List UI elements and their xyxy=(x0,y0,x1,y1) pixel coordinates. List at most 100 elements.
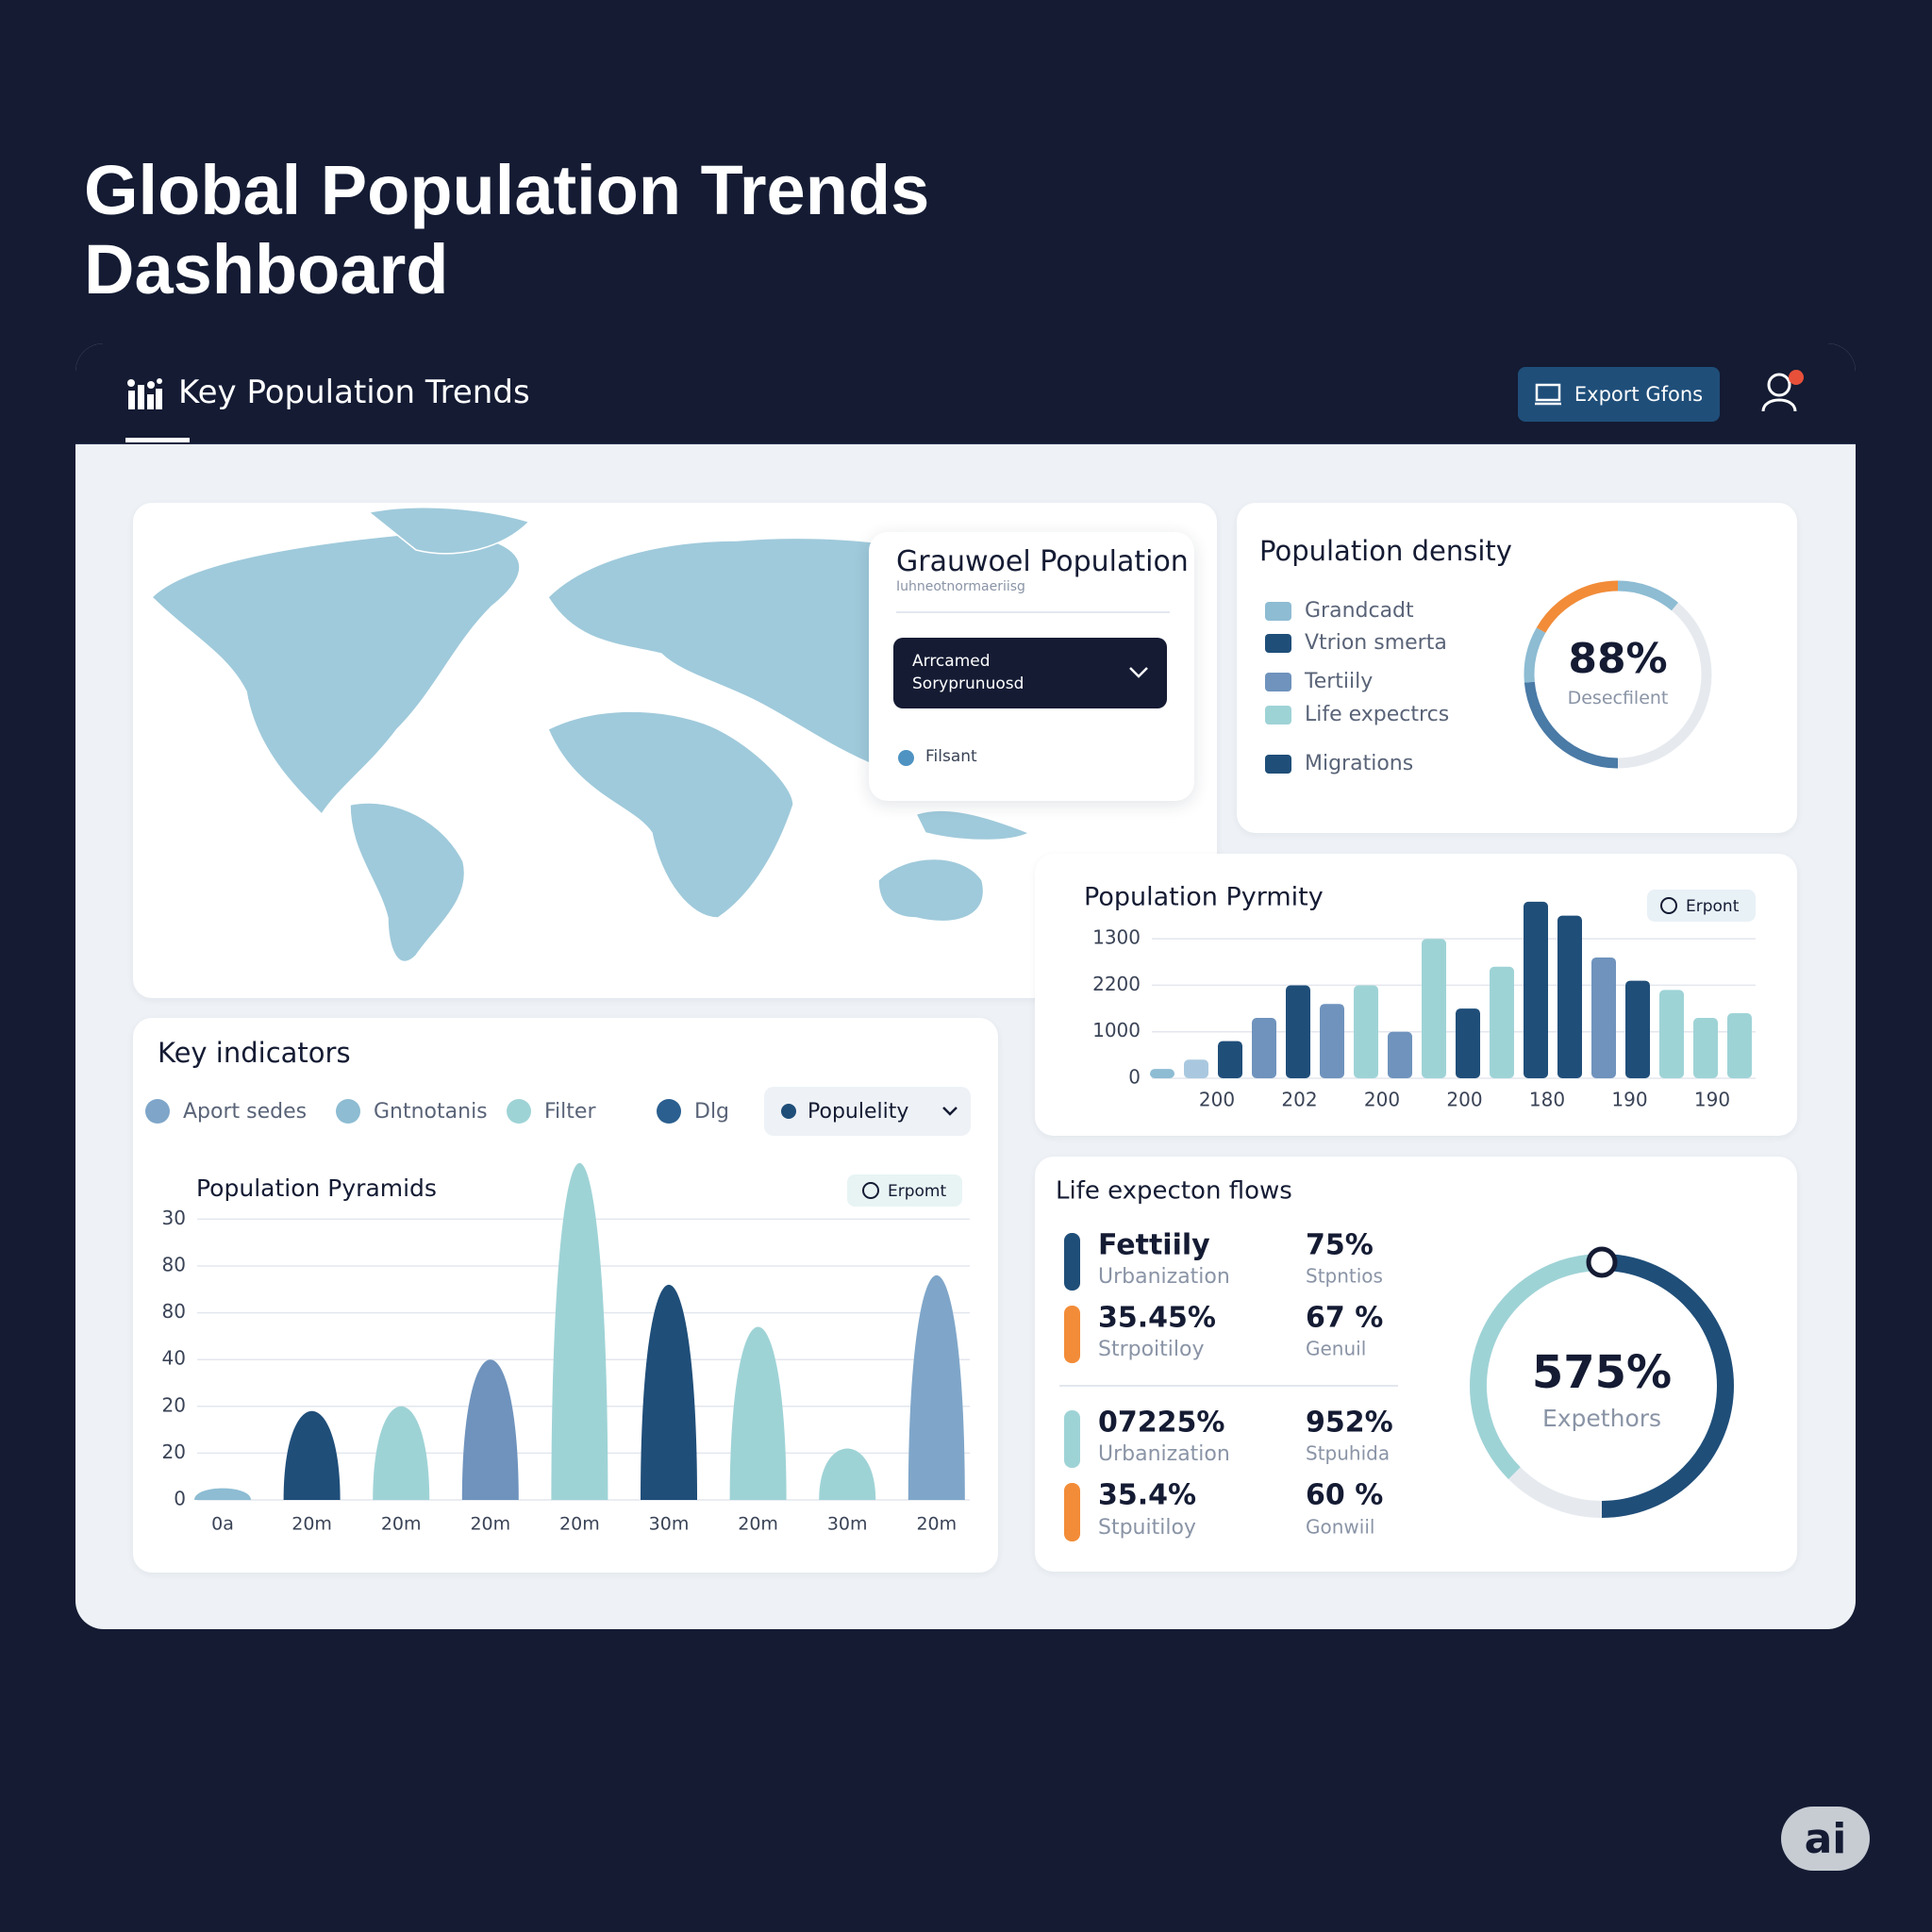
bar xyxy=(1184,1059,1208,1078)
item-label: Urbanization xyxy=(1098,1442,1230,1466)
bar xyxy=(1320,1004,1344,1078)
bar xyxy=(1727,1013,1752,1078)
item-value: Fettiily xyxy=(1098,1229,1210,1262)
x-tick-label: 200 xyxy=(1364,1089,1400,1111)
bar xyxy=(551,1162,608,1500)
item-label: Stpntios xyxy=(1306,1265,1383,1288)
x-tick-label: 20m xyxy=(738,1514,778,1535)
dropdown[interactable] xyxy=(764,1087,971,1136)
item-bar xyxy=(1064,1483,1080,1541)
legend-swatch xyxy=(1265,673,1291,691)
title-line: Dashboard xyxy=(84,230,449,308)
x-tick-label: 20m xyxy=(381,1514,422,1535)
bar xyxy=(819,1448,876,1500)
bar-chart-card: Population Pyrmity Erpont 1300 2200 1000 0 2… xyxy=(1035,854,1797,1136)
x-tick-label: 30m xyxy=(827,1514,868,1535)
donut-arc xyxy=(1524,627,1546,683)
filter-dot xyxy=(898,750,914,766)
legend-label: Life expectrcs xyxy=(1305,703,1450,726)
bar xyxy=(1625,980,1650,1078)
item-label: Urbanization xyxy=(1098,1265,1230,1289)
y-tick-label: 80 xyxy=(162,1254,186,1276)
nav-title: Key Population Trends xyxy=(178,374,530,411)
donut-arc xyxy=(1536,580,1619,633)
page-title: Global Population Trends Dashboard xyxy=(84,151,929,309)
button-label[interactable]: Erpont xyxy=(1686,897,1740,916)
x-tick-label: 20m xyxy=(559,1514,600,1535)
filter-label: Dlg xyxy=(694,1100,729,1124)
chart-button[interactable] xyxy=(847,1174,962,1207)
card-title: Population density xyxy=(1259,535,1512,567)
export-button[interactable]: Export Gfons xyxy=(1518,367,1720,422)
bar xyxy=(373,1406,430,1500)
popup-dropdown[interactable]: Arrcamed Soryprunuosd xyxy=(893,638,1167,708)
map-popup: Grauwoel Population Iuhneotnormaeriisg A… xyxy=(869,532,1194,801)
item-bar xyxy=(1064,1233,1080,1291)
item-value: 67 % xyxy=(1306,1302,1383,1335)
chart-title: Population Pyramids xyxy=(196,1174,437,1202)
filter-dot xyxy=(145,1099,170,1124)
continent xyxy=(349,802,466,963)
bar xyxy=(1218,1041,1242,1078)
x-tick-label: 20m xyxy=(470,1514,510,1535)
donut-label: Expethors xyxy=(1542,1405,1661,1432)
item-label: Gonwiil xyxy=(1306,1516,1374,1539)
life-flows: Life expecton flows 575% Expethors Fetti… xyxy=(1056,1177,1734,1541)
user-icon[interactable] xyxy=(1760,368,1807,417)
donut-arc xyxy=(1617,580,1678,611)
nav-bar: Key Population Trends Export Gfons xyxy=(75,343,1856,444)
y-tick-label: 20 xyxy=(162,1393,186,1416)
bar-chart: Population Pyrmity Erpont 1300 2200 1000 0 2… xyxy=(1084,883,1756,1111)
x-tick-label: 190 xyxy=(1694,1089,1730,1111)
density-card: Population density Grandcadt Vtrion smert… xyxy=(1237,503,1797,833)
dropdown-label[interactable]: Populelity xyxy=(808,1100,908,1124)
legend-swatch xyxy=(1265,634,1291,653)
y-tick-label: 0 xyxy=(174,1488,186,1510)
donut-arc xyxy=(1524,681,1619,769)
bar xyxy=(1591,957,1616,1078)
button-icon xyxy=(862,1182,879,1199)
bar xyxy=(1422,939,1446,1078)
bar xyxy=(908,1274,965,1500)
item-bar xyxy=(1064,1410,1080,1468)
legend-swatch xyxy=(1265,706,1291,724)
donut-value: 88% xyxy=(1568,635,1668,683)
dropdown-line: Arrcamed xyxy=(912,652,991,671)
indicators-card: Key indicators Populelity Population Pyr… xyxy=(133,1018,998,1573)
y-tick-label: 80 xyxy=(162,1300,186,1323)
button-label[interactable]: Erpomt xyxy=(888,1182,946,1201)
button-icon xyxy=(1660,897,1677,914)
life-card: Life expecton flows 575% Expethors Fetti… xyxy=(1035,1157,1797,1572)
donut-knob xyxy=(1586,1246,1618,1278)
chart-button[interactable] xyxy=(1647,890,1756,922)
tab-underline xyxy=(125,438,190,442)
x-tick-label: 20m xyxy=(916,1514,957,1535)
item-value: 07225% xyxy=(1098,1407,1224,1440)
x-tick-label: 0a xyxy=(211,1514,234,1535)
bar xyxy=(641,1284,697,1500)
popup-subtitle: Iuhneotnormaeriisg xyxy=(896,579,1025,594)
export-icon xyxy=(1534,383,1561,406)
bar xyxy=(1693,1017,1718,1078)
dropdown-dot xyxy=(781,1104,796,1119)
continent xyxy=(914,809,1031,841)
item-value: 35.45% xyxy=(1098,1302,1216,1335)
bar xyxy=(1659,990,1684,1078)
filter-dot xyxy=(507,1099,531,1124)
bar xyxy=(1524,901,1548,1078)
card-title: Life expecton flows xyxy=(1056,1177,1292,1206)
popup-filter[interactable]: Filsant xyxy=(925,747,977,766)
ai-badge[interactable]: ai xyxy=(1781,1807,1870,1871)
chevron xyxy=(942,1107,958,1116)
dropdown-line: Soryprunuosd xyxy=(912,675,1024,693)
y-tick-label: 20 xyxy=(162,1441,186,1463)
card-title: Key indicators xyxy=(158,1037,351,1069)
x-tick-label: 190 xyxy=(1611,1089,1647,1111)
item-label: Stpuitiloy xyxy=(1098,1516,1196,1540)
item-value: 952% xyxy=(1306,1407,1393,1440)
y-tick-label: 2200 xyxy=(1092,973,1141,995)
divider xyxy=(896,611,1170,613)
export-label: Export Gfons xyxy=(1574,383,1704,406)
bar xyxy=(1456,1008,1480,1078)
